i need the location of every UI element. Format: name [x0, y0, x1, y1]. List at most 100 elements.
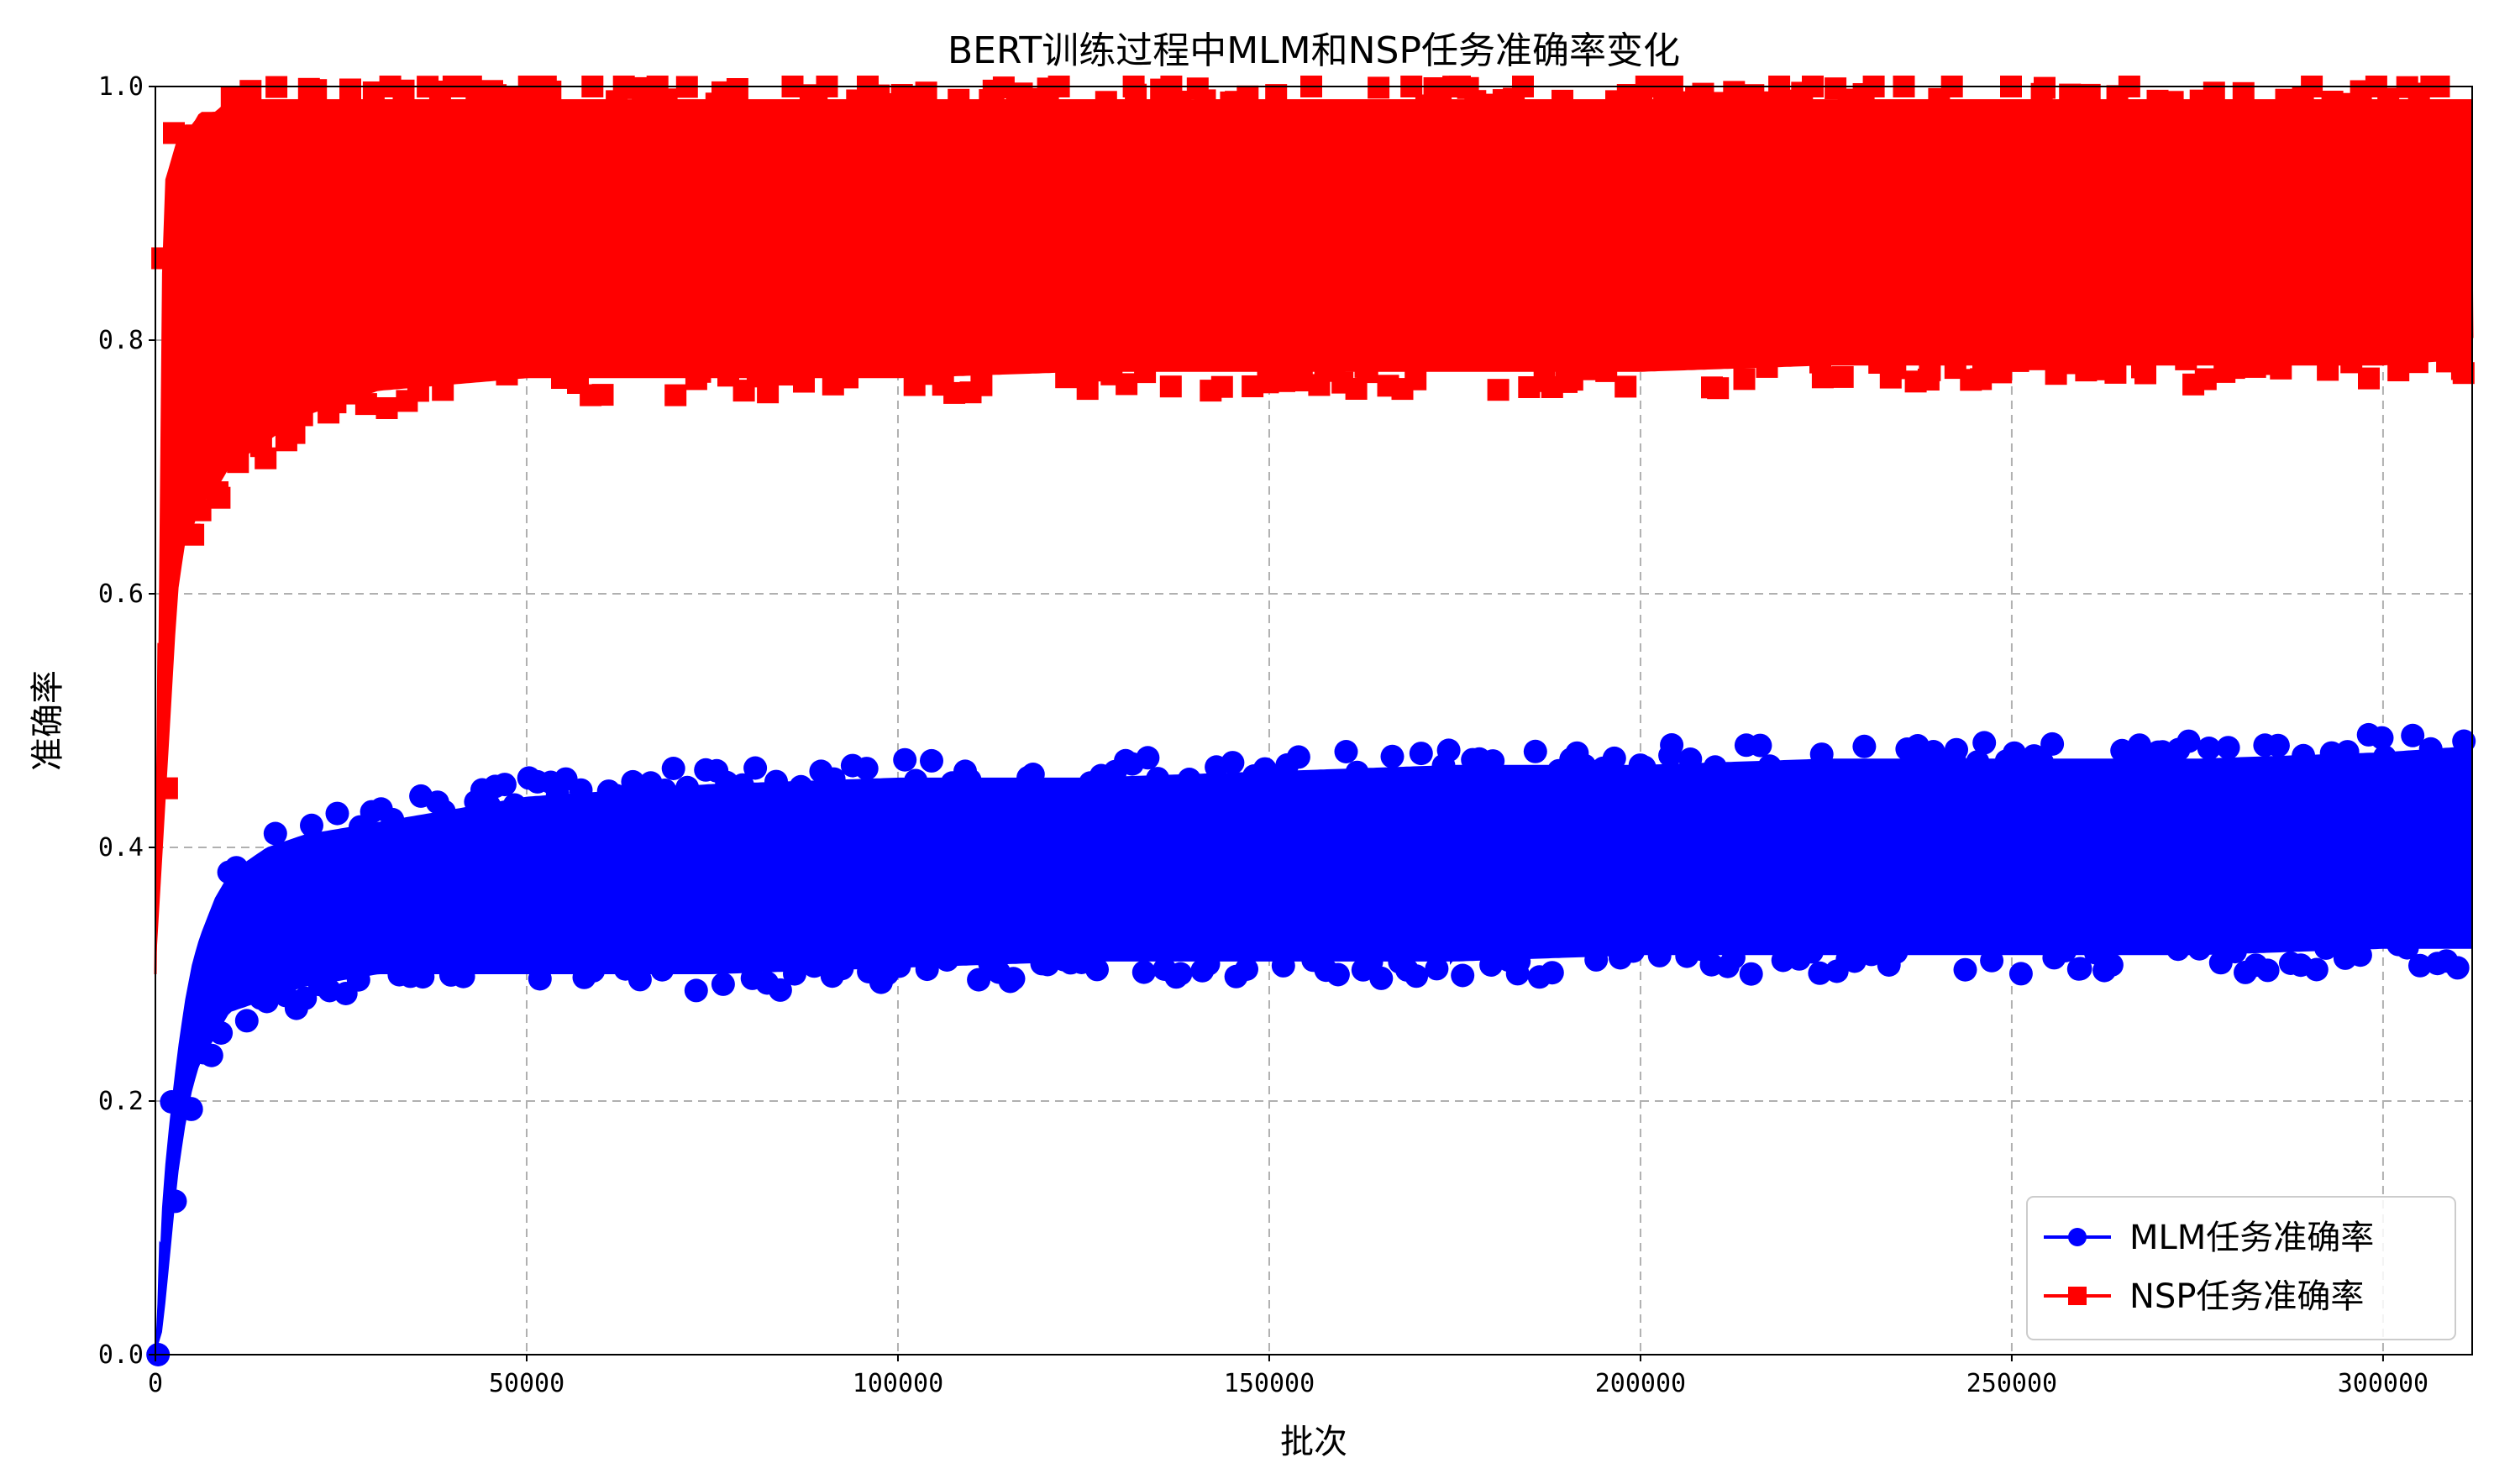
mlm-point	[263, 821, 287, 846]
mlm-point	[1799, 940, 1824, 964]
mlm-point	[1852, 734, 1877, 758]
mlm-point	[935, 948, 959, 972]
mlm-point	[1146, 767, 1170, 791]
mlm-point	[163, 1189, 187, 1214]
nsp-point	[806, 94, 828, 117]
x-tick-label: 250000	[1966, 1369, 2057, 1398]
mlm-point	[1966, 750, 1990, 774]
mlm-point	[477, 793, 501, 817]
mlm-point	[1602, 746, 1626, 770]
legend-nsp-marker	[2068, 1287, 2087, 1305]
mlm-point	[1409, 742, 1433, 766]
nsp-point	[2270, 357, 2292, 380]
mlm-point	[661, 757, 685, 780]
nsp-point	[1134, 361, 1157, 384]
mlm-point	[199, 1043, 223, 1067]
mlm-point	[2197, 737, 2221, 760]
nsp-point	[689, 360, 711, 383]
mlm-point	[1479, 953, 1504, 977]
x-tick-label: 150000	[1224, 1369, 1315, 1398]
nsp-point	[163, 122, 185, 144]
mlm-point	[2084, 941, 2108, 965]
nsp-point	[1723, 81, 1746, 103]
mlm-point	[2348, 943, 2372, 967]
nsp-point	[1125, 83, 1147, 106]
mlm-point	[822, 767, 846, 791]
nsp-point	[208, 486, 231, 509]
mlm-point	[234, 1009, 259, 1033]
mlm-point	[1721, 946, 1746, 970]
mlm-point	[2314, 936, 2338, 960]
nsp-point	[339, 78, 361, 101]
mlm-point	[1540, 961, 1564, 985]
mlm-point	[346, 967, 370, 992]
mlm-point	[2445, 956, 2470, 980]
mlm-point	[160, 1090, 184, 1114]
nsp-point	[305, 79, 328, 102]
mlm-point	[581, 958, 606, 983]
nsp-point	[2223, 357, 2245, 380]
nsp-point	[220, 87, 243, 109]
mlm-point	[2176, 729, 2201, 753]
mlm-point	[1345, 760, 1369, 784]
mlm-point	[743, 756, 768, 780]
y-tick-label: 0.0	[98, 1340, 144, 1370]
mlm-point	[1660, 733, 1684, 757]
nsp-point	[655, 88, 678, 111]
nsp-point	[227, 451, 249, 474]
mlm-point	[764, 769, 788, 794]
nsp-point	[2203, 81, 2225, 104]
mlm-point	[1953, 957, 1977, 982]
mlm-point	[1703, 755, 1727, 779]
mlm-point	[2335, 740, 2360, 764]
mlm-point	[2053, 939, 2077, 962]
mlm-point	[1757, 754, 1782, 779]
nsp-point	[2194, 368, 2217, 391]
nsp-point	[664, 384, 687, 406]
legend-box	[2026, 1196, 2456, 1340]
x-axis-title: 批次	[1280, 1423, 1347, 1461]
legend-nsp-label: NSP任务准确率	[2129, 1277, 2364, 1316]
mlm-point	[2372, 745, 2397, 769]
nsp-point	[1552, 89, 1573, 112]
x-tick-label: 200000	[1595, 1369, 1686, 1398]
mlm-point	[1334, 740, 1358, 763]
mlm-point	[224, 856, 249, 880]
mlm-point	[958, 768, 982, 792]
mlm-point	[1647, 943, 1672, 967]
nsp-point	[1368, 76, 1390, 99]
mlm-point	[1748, 733, 1772, 758]
nsp-point	[1194, 89, 1216, 112]
plot-frame	[155, 86, 2473, 1356]
nsp-point	[2175, 348, 2197, 370]
mlm-point	[451, 964, 475, 988]
mlm-point	[1425, 957, 1449, 981]
mlm-point	[325, 801, 349, 826]
mlm-point	[2408, 953, 2432, 978]
mlm-point	[2099, 953, 2124, 977]
mlm-point	[605, 784, 629, 808]
legend-mlm-marker	[2068, 1228, 2087, 1246]
mlm-point	[1584, 947, 1609, 972]
x-tick-label: 50000	[489, 1369, 564, 1398]
mlm-point	[1221, 751, 1245, 775]
nsp-point	[2104, 361, 2127, 384]
nsp-point	[239, 80, 262, 102]
nsp-point	[1733, 368, 1756, 391]
mlm-point	[621, 769, 645, 794]
nsp-point	[539, 81, 562, 102]
nsp-point	[2034, 76, 2056, 99]
nsp-point	[2078, 83, 2101, 106]
nsp-point	[1831, 365, 1854, 388]
mlm-point	[411, 965, 435, 989]
y-tick-label: 1.0	[98, 72, 144, 102]
nsp-point	[1159, 375, 1182, 398]
mlm-point	[1258, 765, 1282, 789]
mlm-point	[2292, 743, 2316, 768]
nsp-point	[375, 397, 398, 419]
mlm-point	[1507, 949, 1531, 973]
nsp-point	[948, 88, 970, 111]
nsp-point	[1811, 366, 1834, 389]
legend: MLM任务准确率 NSP任务准确率	[2026, 1196, 2456, 1340]
mlm-point	[915, 957, 939, 982]
